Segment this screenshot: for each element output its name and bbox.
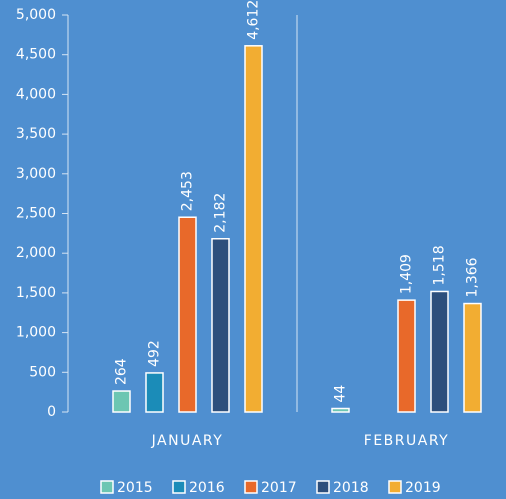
legend-label: 2016	[189, 480, 225, 496]
y-tick-label: 4,500	[16, 47, 56, 63]
y-tick-label: 4,000	[16, 86, 56, 102]
data-label: 1,518	[432, 245, 448, 285]
y-tick-label: 500	[29, 364, 56, 380]
legend-swatch	[244, 480, 258, 494]
y-tick-label: 0	[47, 404, 56, 420]
data-label: 1,366	[465, 257, 481, 297]
bar	[145, 372, 164, 413]
data-label: 1,409	[399, 254, 415, 294]
data-label: 4,612	[246, 0, 262, 40]
legend-swatch	[100, 480, 114, 494]
data-label: 2,453	[180, 171, 196, 211]
legend-label: 2018	[333, 480, 369, 496]
data-label: 44	[333, 385, 349, 403]
y-tick-label: 2,500	[16, 206, 56, 222]
bar	[331, 407, 350, 413]
y-tick-label: 3,500	[16, 126, 56, 142]
x-tick-label: JANUARY	[151, 433, 224, 449]
bar	[463, 302, 482, 413]
y-tick-label: 5,000	[16, 7, 56, 23]
bar	[112, 390, 131, 413]
y-tick-label: 3,000	[16, 166, 56, 182]
legend-label: 2015	[117, 480, 153, 496]
bar	[178, 216, 197, 413]
data-label: 264	[114, 358, 130, 385]
y-tick-label: 1,000	[16, 325, 56, 341]
legend-swatch	[172, 480, 186, 494]
data-label: 2,182	[213, 193, 229, 233]
legend-swatch	[316, 480, 330, 494]
bar	[244, 45, 263, 413]
legend-label: 2017	[261, 480, 297, 496]
bar	[397, 299, 416, 413]
bar	[211, 237, 230, 413]
y-tick-label: 1,500	[16, 285, 56, 301]
legend-swatch	[388, 480, 402, 494]
data-label: 492	[147, 340, 163, 367]
legend-label: 2019	[405, 480, 441, 496]
y-tick-label: 2,000	[16, 245, 56, 261]
x-tick-label: FEBRUARY	[364, 433, 449, 449]
bar	[430, 290, 449, 413]
